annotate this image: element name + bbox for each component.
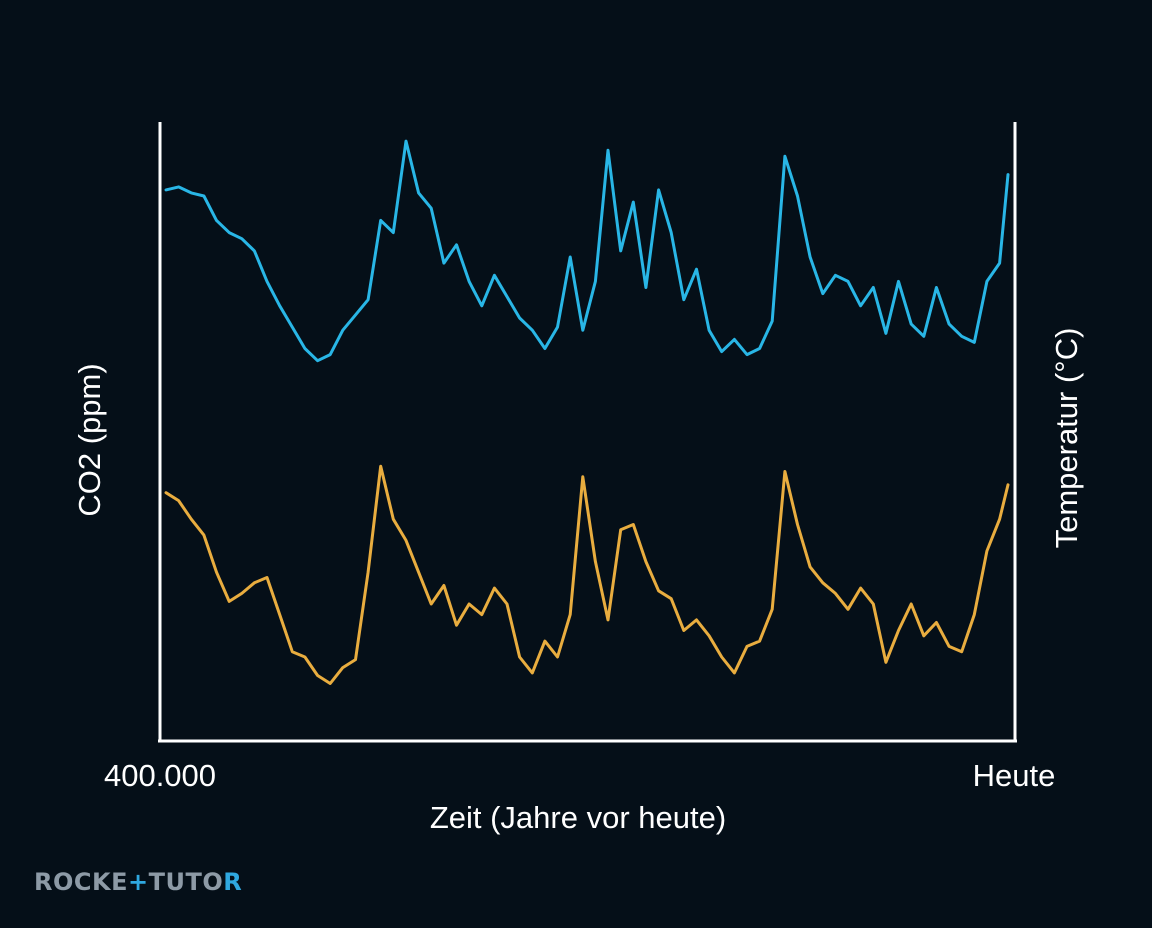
x-axis-label: Zeit (Jahre vor heute)	[430, 800, 726, 835]
rocketutor-logo: ROCKE+TUTOR	[34, 868, 242, 896]
logo-text-1: ROCKE	[34, 868, 128, 896]
series-layer	[164, 139, 1010, 685]
y-axis-label-left: CO2 (ppm)	[72, 363, 107, 516]
y-axis-label-right: Temperatur (°C)	[1049, 328, 1084, 549]
x-tick-label-start: 400.000	[104, 758, 216, 793]
x-tick-label-end: Heute	[973, 758, 1056, 793]
logo-plus: +	[128, 868, 149, 896]
co2-series-line	[164, 139, 1010, 363]
logo-text-2: TUTO	[148, 868, 224, 896]
temperature-series-line	[164, 464, 1010, 685]
logo-text-3: R	[223, 868, 243, 896]
